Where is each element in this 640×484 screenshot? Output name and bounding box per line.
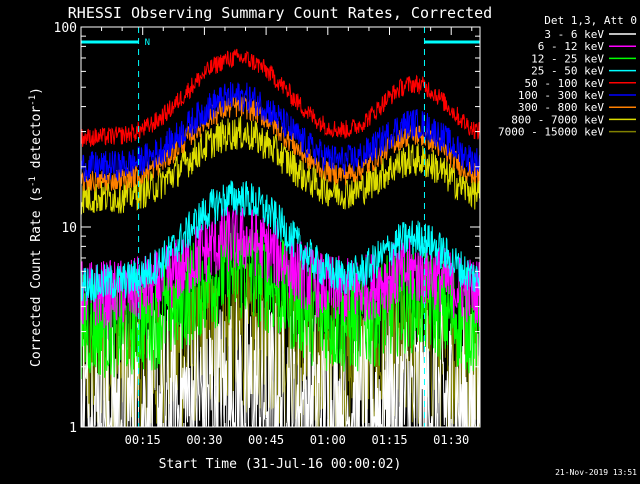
legend-label: 100 - 300 keV <box>518 89 604 102</box>
legend-label: 300 - 800 keV <box>518 101 604 114</box>
night-label: N <box>145 38 150 48</box>
y-tick-label: 10 <box>61 221 77 236</box>
x-tick-label: 00:15 <box>125 433 161 447</box>
legend-label: 3 - 6 keV <box>544 28 604 41</box>
x-tick-label: 01:15 <box>371 433 407 447</box>
x-tick-label: 00:45 <box>248 433 284 447</box>
legend-label: 6 - 12 keV <box>538 40 605 53</box>
x-tick-label: 01:00 <box>310 433 346 447</box>
legend-label: 800 - 7000 keV <box>511 113 604 126</box>
legend-header: Det 1,3, Att 0 <box>544 14 637 27</box>
legend-label: 50 - 100 keV <box>525 77 605 90</box>
x-axis-label: Start Time (31-Jul-16 00:00:02) <box>159 457 402 472</box>
axis-layer: 00:15 00:30 00:45 01:00 01:15 01:30 1 10 100 <box>54 21 480 447</box>
chart-title: RHESSI Observing Summary Count Rates, Co… <box>68 4 492 22</box>
series-line-7 <box>80 116 481 215</box>
series-line-3 <box>80 180 481 303</box>
y-tick-label: 1 <box>69 421 77 436</box>
series-layer <box>80 48 481 428</box>
legend-label: 25 - 50 keV <box>531 65 604 78</box>
x-tick-label: 01:30 <box>433 433 469 447</box>
series-line-5 <box>80 81 481 183</box>
legend-label: 7000 - 15000 keV <box>498 126 604 139</box>
timestamp: 21-Nov-2019 13:51 <box>555 468 637 477</box>
series-line-4 <box>80 48 481 147</box>
y-tick-label: 100 <box>54 21 77 36</box>
legend-label: 12 - 25 keV <box>531 52 604 65</box>
series-line-6 <box>80 94 481 192</box>
x-tick-label: 00:30 <box>186 433 222 447</box>
y-axis-label: Corrected Count Rate (s-1 detector-1) <box>28 87 44 367</box>
